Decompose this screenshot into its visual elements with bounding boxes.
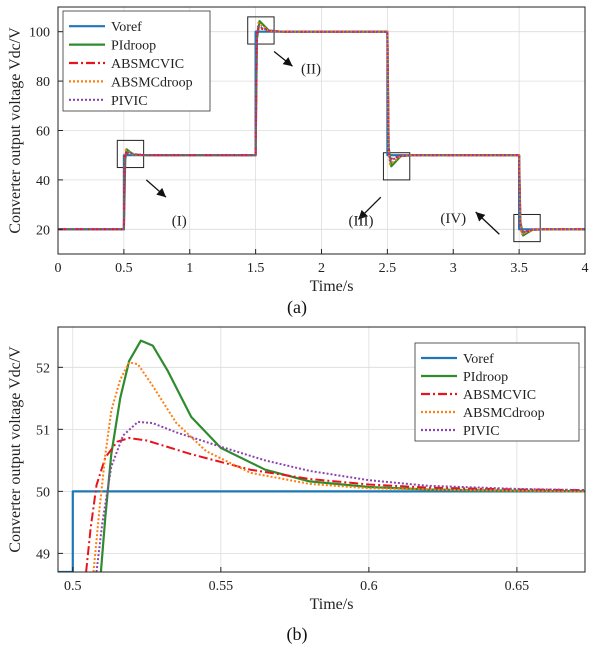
x-tick-label: 0.55 — [209, 579, 234, 594]
series-line-absmcdroop — [92, 361, 585, 572]
y-tick-label: 49 — [36, 547, 50, 562]
y-tick-label: 52 — [36, 361, 50, 376]
chart-panel-b: 0.5 0.55 0.6 0.65 49 50 51 52 Time/s Converter ou… — [7, 326, 586, 613]
x-tick-label: 3.5 — [510, 261, 528, 276]
annotation-label: (I) — [172, 214, 187, 230]
y-tick-label: 20 — [36, 223, 50, 238]
x-tick-label: 1.5 — [247, 261, 265, 276]
y-tick-label: 60 — [36, 125, 50, 140]
series-line-absmcvic — [85, 437, 585, 572]
x-tick-label: 0.65 — [505, 579, 530, 594]
arrow-head — [358, 209, 368, 220]
axes-frame — [57, 326, 586, 573]
caption-a: (a) — [287, 297, 307, 317]
annotation-label: (IV) — [440, 211, 466, 227]
x-tick-label: 0.6 — [360, 579, 378, 594]
x-tick-label: 3 — [450, 261, 457, 276]
legend: Voref PIdroop ABSMCVIC ABSMCdroop PIVIC — [62, 10, 211, 112]
series-line-voref — [58, 490, 585, 572]
y-tick-label: 100 — [29, 26, 50, 41]
y-tick-label: 50 — [36, 485, 50, 500]
legend-entry: ABSMCdroop — [463, 406, 545, 421]
x-tick-label: 0 — [55, 261, 62, 276]
series-line-absmcdroop — [58, 21, 585, 235]
annotation-label: (II) — [301, 62, 321, 78]
arrow-head — [282, 57, 293, 67]
legend-box — [414, 342, 580, 442]
x-axis-label: Time/s — [310, 278, 354, 295]
annotation-label: (III) — [349, 214, 374, 230]
chart-panel-a: (I) (II) (III) (IV) 0 0.5 1 1.5 2 2.5 3 3.5 4 20 40 60 8… — [7, 6, 589, 295]
series-line-pivic — [58, 25, 585, 233]
legend-entry: PIdroop — [111, 39, 156, 54]
y-tick-label: 80 — [36, 75, 50, 90]
x-tick-label: 1 — [186, 261, 193, 276]
legend-entry: PIdroop — [463, 370, 508, 385]
x-axis-label: Time/s — [310, 596, 354, 613]
arrow-head — [156, 187, 167, 198]
zoom-box — [513, 213, 541, 243]
x-tick-label: 4 — [582, 261, 589, 276]
series-line-pivic — [95, 420, 585, 572]
x-tick-label: 2.5 — [379, 261, 397, 276]
x-tick-label: 0.5 — [64, 579, 82, 594]
legend-entry: PIVIC — [111, 94, 148, 109]
series-group — [58, 339, 585, 572]
series-group — [58, 20, 585, 237]
legend-box — [62, 10, 211, 112]
legend-entry: Voref — [111, 20, 142, 35]
y-axis-label: Converter output voltage Vdc/V — [7, 27, 24, 234]
y-axis-label: Converter output voltage Vdc/V — [7, 346, 24, 553]
legend: Voref PIdroop ABSMCVIC ABSMCdroop PIVIC — [414, 342, 580, 442]
legend-entry: ABSMCdroop — [111, 75, 193, 90]
legend-entry: ABSMCVIC — [463, 388, 536, 403]
x-tick-label: 2 — [318, 261, 325, 276]
legend-entry: PIVIC — [463, 424, 500, 439]
arrow-head — [475, 212, 486, 222]
caption-b: (b) — [286, 624, 308, 644]
zoom-box — [382, 152, 411, 181]
y-tick-label: 40 — [36, 174, 50, 189]
legend-entry: Voref — [463, 352, 494, 367]
legend-entry: ABSMCVIC — [111, 57, 184, 72]
y-tick-label: 51 — [36, 423, 50, 438]
x-tick-label: 0.5 — [115, 261, 133, 276]
